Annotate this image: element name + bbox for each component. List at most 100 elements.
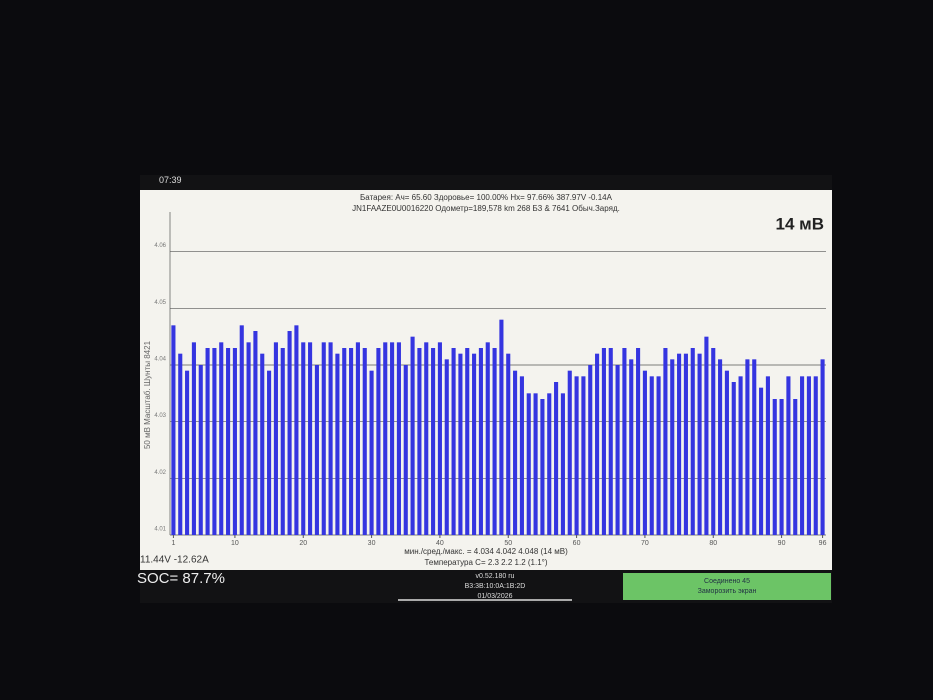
bar [417,348,422,535]
bar [670,359,675,535]
y-tick-label: 4.06 [154,243,166,249]
bar [752,359,757,535]
bar [765,376,770,535]
bar [622,348,627,535]
bar [581,376,586,535]
bar [554,382,559,535]
bar [649,376,654,535]
bar [724,370,729,535]
bar [444,359,449,535]
version: v0.52.180 ru [475,573,515,580]
button-line2: Заморозить экран [697,588,757,595]
bar [287,331,292,535]
bar [642,370,647,535]
bar [697,353,702,535]
bar [437,342,442,535]
chart: Батарея: Ач= 65.60 Здоровье= 100.00% Hx=… [140,193,827,567]
x-tick-label: 90 [778,540,786,547]
mac: B3:3B:10:0A:1B:2D [464,583,526,590]
bar [342,348,347,535]
x-tick-label: 40 [436,540,444,547]
bar [656,376,661,535]
bar [171,325,176,535]
bar [205,348,210,535]
bar [369,370,374,535]
bar [219,342,224,535]
freeze-button[interactable]: Соединено 45 Заморозить экран [623,573,831,600]
bar [253,331,258,535]
bar [533,393,538,535]
bar [267,370,272,535]
tablet-screen: 07:39 Батарея: Ач= 65.60 Здоровье= 100.0… [137,175,832,603]
bar [615,365,620,535]
bar [499,319,504,535]
bar [212,348,217,535]
bar [574,376,579,535]
bar [738,376,743,535]
bar [704,336,709,535]
version-block: v0.52.180 ru B3:3B:10:0A:1B:2D 01/03/202… [420,572,570,602]
bar [779,399,784,535]
date: 01/03/2026 [477,593,513,600]
bar [314,365,319,535]
bar [588,365,593,535]
bar [465,348,470,535]
bar [403,365,408,535]
bar [683,353,688,535]
bar [485,342,490,535]
bar [198,365,203,535]
soc: SOC= 87.7% [137,570,225,587]
bar [424,342,429,535]
bar [355,342,360,535]
bar [390,342,395,535]
bar [759,387,764,535]
bar [232,348,237,535]
bar [806,376,811,535]
bar [185,370,190,535]
x-tick-label: 30 [368,540,376,547]
bar [608,348,613,535]
x-tick-label: 1 [171,540,175,547]
y-tick-label: 4.02 [154,470,166,476]
header-line1: Батарея: Ач= 65.60 Здоровье= 100.00% Hx=… [360,193,613,202]
bar [478,348,483,535]
bar [519,376,524,535]
bar [567,370,572,535]
bar [636,348,641,535]
readout: 14 мВ [776,214,825,233]
bar [601,348,606,535]
bar [328,342,333,535]
bar [526,393,531,535]
bar [451,348,456,535]
x-tick-label: 96 [819,540,827,547]
bar [431,348,436,535]
bar [260,353,265,535]
bar [396,342,401,535]
y-axis-label: 50 мВ Масштаб. Шунты 8421 [143,340,152,449]
x-tick-label: 80 [709,540,717,547]
header-line2: JN1FAAZE0U0016220 Одометр=189,578 km 268… [352,204,620,213]
bar [506,353,511,535]
bar [731,382,736,535]
bar [321,342,326,535]
nav-bar [398,599,572,601]
bar [335,353,340,535]
bar [820,359,825,535]
bar [800,376,805,535]
x-tick-label: 50 [504,540,512,547]
voltage-current: 11.44V -12.62A [140,555,209,566]
y-tick-label: 4.03 [154,413,166,419]
x-tick-label: 20 [299,540,307,547]
bar [492,348,497,535]
bar [191,342,196,535]
bar [472,353,477,535]
bar [560,393,565,535]
bar [362,348,367,535]
bar [349,348,354,535]
chart-panel: Батарея: Ач= 65.60 Здоровье= 100.00% Hx=… [140,190,832,570]
bar [376,348,381,535]
bar [178,353,183,535]
bar [280,348,285,535]
bar [793,399,798,535]
stats: мин./сред./макс. = 4.034 4.042 4.048 (14… [404,547,568,556]
